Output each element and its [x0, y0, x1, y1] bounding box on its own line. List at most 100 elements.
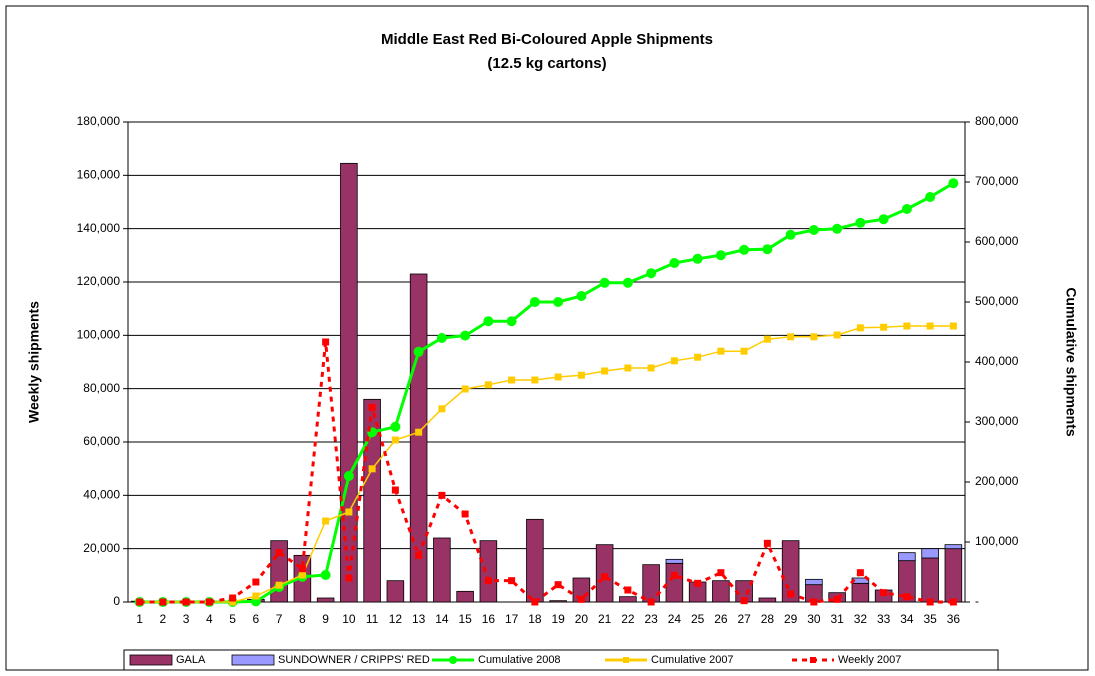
marker [390, 421, 401, 432]
marker [901, 204, 912, 214]
x-tick-label: 14 [435, 612, 449, 626]
y2-tick-label: 100,000 [975, 534, 1019, 548]
x-tick-label: 2 [160, 612, 167, 626]
marker [715, 250, 726, 261]
marker [948, 178, 959, 189]
marker [832, 223, 843, 234]
bar [921, 557, 939, 603]
marker [438, 405, 446, 413]
y-tick-label: 100,000 [77, 328, 121, 342]
marker [740, 347, 748, 355]
y2-tick-label: 600,000 [975, 234, 1019, 248]
marker [577, 595, 585, 603]
marker [692, 253, 703, 264]
x-tick-label: 23 [644, 612, 658, 626]
x-tick-label: 36 [947, 612, 961, 626]
marker [205, 598, 213, 606]
legend-marker [810, 657, 816, 663]
x-tick-label: 8 [299, 612, 306, 626]
marker [763, 539, 771, 547]
bar [642, 564, 660, 603]
marker [622, 277, 633, 288]
marker [646, 268, 657, 279]
marker [553, 297, 564, 307]
x-tick-label: 26 [714, 612, 728, 626]
x-tick-label: 17 [505, 612, 519, 626]
x-tick-label: 34 [900, 612, 914, 626]
x-tick-label: 7 [276, 612, 283, 626]
marker [483, 316, 494, 327]
marker [343, 471, 354, 481]
marker [787, 590, 795, 598]
marker [413, 346, 424, 357]
marker [368, 403, 376, 411]
marker [322, 517, 330, 525]
marker [298, 571, 306, 579]
marker [717, 347, 725, 355]
x-tick-label: 29 [784, 612, 798, 626]
marker [275, 581, 283, 589]
bar [526, 518, 544, 603]
x-tick-label: 6 [253, 612, 260, 626]
y-tick-label: 140,000 [77, 221, 121, 235]
marker [762, 244, 773, 255]
marker [415, 551, 423, 559]
marker [182, 598, 190, 606]
marker [460, 330, 471, 341]
marker [554, 373, 562, 381]
bar [944, 544, 963, 550]
marker [438, 491, 446, 499]
bar [619, 596, 637, 603]
marker [949, 598, 957, 606]
y2-tick-label: 400,000 [975, 354, 1019, 368]
y-tick-label: 40,000 [83, 488, 120, 502]
legend-label: Cumulative 2007 [651, 654, 734, 666]
plot-area [127, 121, 966, 603]
marker [506, 316, 517, 327]
marker [694, 353, 702, 361]
x-tick-label: 18 [528, 612, 542, 626]
marker [949, 322, 957, 330]
marker [880, 323, 888, 331]
marker [694, 579, 702, 587]
marker [508, 376, 516, 384]
marker [415, 428, 423, 436]
bar [944, 548, 963, 603]
marker [601, 367, 609, 375]
marker [529, 297, 540, 307]
y-tick-label: 180,000 [77, 114, 121, 128]
y2-tick-label: 800,000 [975, 114, 1019, 128]
legend-marker [623, 657, 629, 663]
marker [878, 214, 889, 225]
bar [665, 558, 684, 564]
marker [808, 225, 819, 235]
marker [903, 593, 911, 601]
marker [391, 486, 399, 494]
marker [159, 598, 167, 606]
marker [599, 277, 610, 288]
marker [763, 335, 771, 343]
marker [229, 594, 237, 602]
marker [670, 571, 678, 579]
y2-tick-label: 700,000 [975, 174, 1019, 188]
bar [851, 582, 870, 603]
bar [712, 580, 730, 603]
x-tick-label: 35 [923, 612, 937, 626]
legend-label: GALA [176, 654, 206, 666]
x-tick-label: 28 [761, 612, 775, 626]
y-axis-title: Weekly shipments [26, 301, 42, 423]
marker [670, 357, 678, 365]
marker [926, 322, 934, 330]
marker [856, 569, 864, 577]
x-tick-label: 11 [366, 612, 379, 626]
legend-swatch [231, 654, 275, 666]
y-tick-label: 20,000 [83, 541, 120, 555]
line [139, 325, 954, 603]
y-tick-label: 160,000 [77, 168, 121, 182]
x-tick-label: 24 [668, 612, 682, 626]
line [139, 341, 954, 604]
x-tick-label: 30 [807, 612, 821, 626]
x-tick-label: 31 [830, 612, 844, 626]
marker [368, 465, 376, 473]
legend-swatch [129, 654, 173, 666]
